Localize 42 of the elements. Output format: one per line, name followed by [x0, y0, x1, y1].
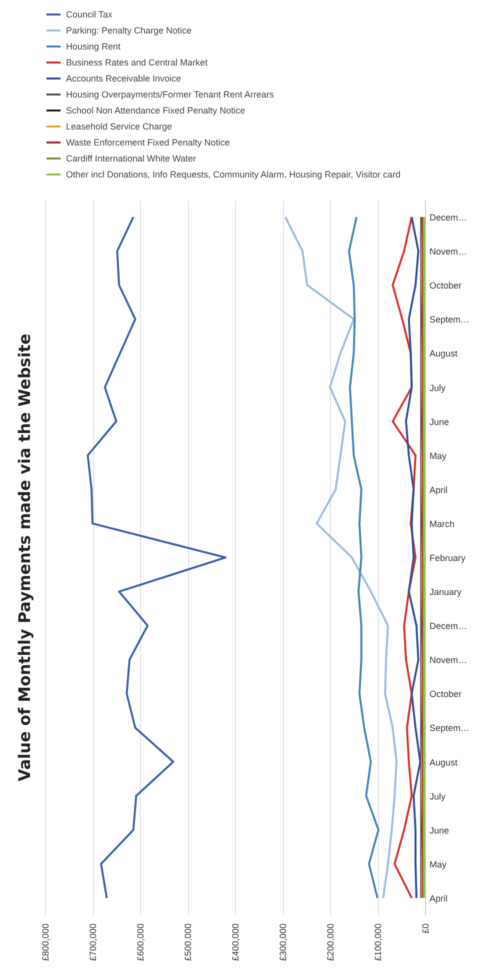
y-tick-label: February [430, 553, 466, 563]
y-tick-label: Septem… [430, 314, 470, 325]
y-tick-label: Decem… [430, 621, 468, 632]
legend-label: Cardiff International White Water [66, 154, 196, 164]
legend-label: Other incl Donations, Info Requests, Community Alarm, Housing Repair, Visitor card [66, 170, 400, 180]
y-tick-label: October [430, 280, 462, 291]
y-tick-label: Decem… [430, 212, 468, 223]
y-tick-label: May [430, 859, 447, 870]
y-tick-label: August [430, 757, 458, 768]
legend-label: Council Tax [66, 10, 113, 20]
y-tick-label: July [430, 791, 446, 802]
y-tick-label: March [430, 518, 455, 529]
legend-label: School Non Attendance Fixed Penalty Notice [66, 106, 246, 116]
y-tick-label: May [430, 450, 447, 461]
x-tick-label: £400,000 [230, 924, 240, 962]
y-tick-label: Septem… [430, 723, 470, 734]
x-tick-label: £700,000 [88, 924, 98, 962]
y-tick-label: April [430, 893, 448, 904]
x-tick-label: £200,000 [326, 924, 336, 962]
y-tick-label: June [430, 416, 450, 427]
y-tick-label: June [430, 825, 450, 836]
legend-label: Accounts Receivable Invoice [66, 74, 182, 84]
text: Value of Monthly Payments made via the Website [15, 334, 34, 782]
legend-label: Housing Rent [66, 42, 122, 52]
x-tick-label: £500,000 [183, 924, 193, 962]
legend-label: Leasehold Service Charge [66, 122, 172, 132]
y-tick-label: July [430, 382, 446, 393]
y-tick-label: Novem… [430, 655, 468, 666]
y-tick-label: October [430, 689, 462, 700]
legend-label: Waste Enforcement Fixed Penalty Notice [66, 138, 230, 148]
y-tick-label: August [430, 348, 458, 359]
y-tick-label: Novem… [430, 246, 468, 257]
legend-label: Business Rates and Central Market [66, 58, 208, 68]
x-tick-label: £0 [420, 924, 430, 934]
legend-label: Parking: Penalty Charge Notice [66, 26, 192, 36]
legend-label: Housing Overpayments/Former Tenant Rent Arrears [66, 90, 274, 100]
y-tick-label: January [430, 587, 462, 598]
y-tick-label: April [430, 484, 448, 495]
x-tick-label: £300,000 [278, 924, 288, 962]
x-tick-label: £600,000 [136, 924, 146, 962]
x-tick-label: £800,000 [40, 924, 50, 962]
x-tick-label: £100,000 [373, 924, 383, 962]
